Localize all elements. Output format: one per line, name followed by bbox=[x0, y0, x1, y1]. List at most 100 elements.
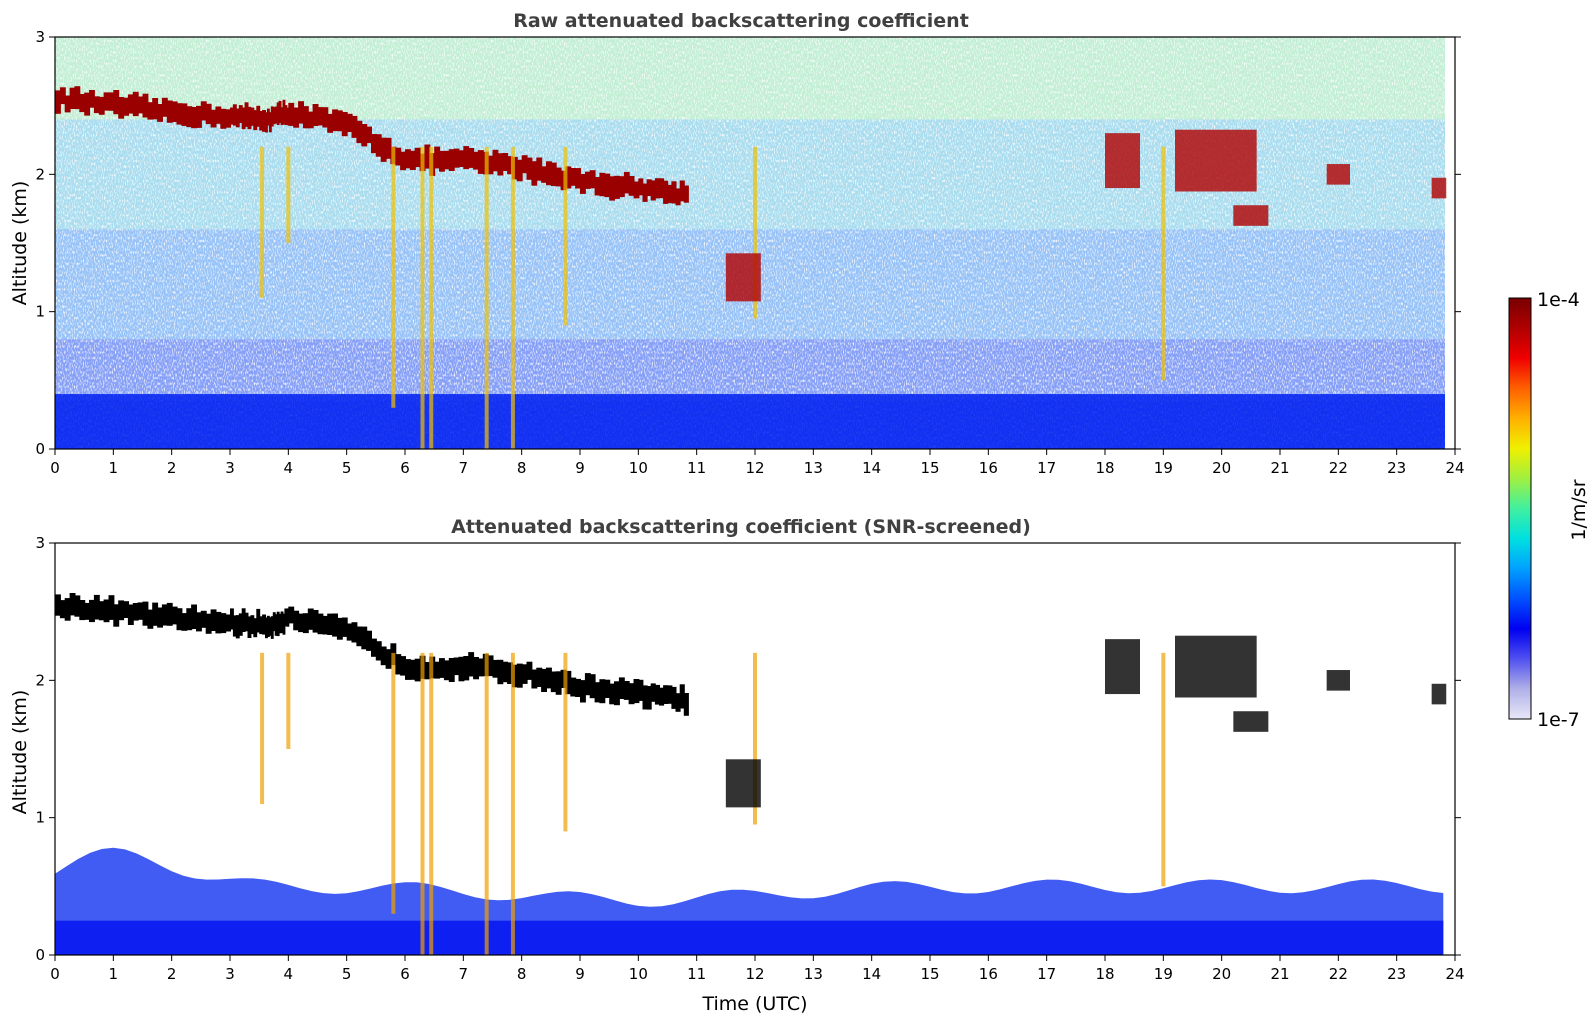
cloud-segment bbox=[541, 166, 547, 183]
cloud-segment bbox=[322, 107, 329, 128]
cloud-segment bbox=[225, 109, 231, 128]
cloud-segment bbox=[118, 600, 125, 621]
cloud-segment bbox=[272, 612, 276, 632]
cloud-patch bbox=[1105, 133, 1140, 189]
cloud-segment bbox=[142, 601, 149, 626]
cloud-segment bbox=[205, 103, 212, 125]
cloud-segment bbox=[235, 615, 240, 639]
boundary-layer-core bbox=[55, 920, 1444, 955]
cloud-segment bbox=[638, 679, 644, 701]
cloud-segment bbox=[282, 613, 286, 635]
cloud-segment bbox=[414, 658, 421, 682]
cloud-segment bbox=[278, 613, 282, 634]
cloud-segment bbox=[253, 110, 258, 131]
cloud-segment bbox=[262, 110, 266, 132]
precip-streak bbox=[260, 652, 265, 804]
cloud-segment bbox=[536, 667, 543, 687]
plot-area bbox=[55, 593, 1447, 955]
cloud-segment bbox=[580, 680, 586, 703]
cloud-patch bbox=[1326, 670, 1350, 691]
cloud-segment bbox=[516, 663, 523, 688]
cloud-segment bbox=[274, 614, 278, 636]
cloud-segment bbox=[667, 184, 673, 204]
cloud-segment bbox=[307, 111, 314, 129]
cloud-segment bbox=[584, 673, 591, 696]
cloud-segment bbox=[280, 611, 284, 633]
precip-streak bbox=[391, 652, 396, 914]
cloud-segment bbox=[336, 110, 343, 132]
cloud-segment bbox=[400, 656, 406, 676]
cloud-segment bbox=[642, 685, 648, 710]
x-tick-label: 8 bbox=[517, 459, 527, 477]
cloud-segment bbox=[152, 98, 159, 120]
cloud-segment bbox=[448, 658, 455, 682]
cloud-segment bbox=[103, 599, 110, 623]
cloud-patch bbox=[725, 253, 761, 302]
cloud-segment bbox=[473, 657, 479, 680]
colorbar: 1e-4 1e-7 1/m/sr bbox=[1508, 289, 1590, 731]
cloud-segment bbox=[302, 613, 309, 634]
x-tick-label: 5 bbox=[342, 459, 352, 477]
x-axis-label: Time (UTC) bbox=[701, 993, 807, 1015]
cloud-segment bbox=[59, 600, 66, 619]
x-tick-label: 2 bbox=[167, 965, 177, 983]
cloud-segment bbox=[366, 630, 372, 651]
cloud-segment bbox=[127, 604, 134, 625]
cloud-segment bbox=[298, 613, 304, 633]
cloud-segment bbox=[220, 613, 227, 634]
cloud-segment bbox=[235, 108, 240, 128]
cloud-segment bbox=[516, 159, 523, 182]
cloud-segment bbox=[521, 155, 528, 174]
x-tick-label: 18 bbox=[1095, 459, 1114, 477]
cloud-segment bbox=[93, 96, 100, 114]
cloud-segment bbox=[276, 102, 280, 125]
cloud-patch bbox=[1175, 129, 1257, 192]
cloud-segment bbox=[609, 176, 616, 201]
x-tick-label: 15 bbox=[920, 965, 939, 983]
cloud-segment bbox=[286, 107, 290, 126]
cloud-segment bbox=[230, 608, 234, 630]
cloud-segment bbox=[84, 92, 91, 116]
cloud-segment bbox=[238, 105, 243, 123]
cloud-segment bbox=[89, 599, 95, 623]
x-tick-label: 11 bbox=[687, 459, 706, 477]
x-tick-label: 5 bbox=[342, 965, 352, 983]
cloud-segment bbox=[127, 94, 134, 114]
cloud-segment bbox=[322, 615, 329, 635]
cloud-segment bbox=[663, 685, 669, 704]
cloud-segment bbox=[259, 111, 264, 131]
cloud-segment bbox=[147, 609, 154, 629]
cloud-segment bbox=[284, 105, 288, 125]
cloud-segment bbox=[675, 188, 681, 206]
cloud-segment bbox=[118, 97, 125, 119]
cloud-segment bbox=[580, 174, 586, 194]
x-tick-label: 7 bbox=[459, 965, 469, 983]
y-axis: 0 1 2 3 bbox=[35, 534, 1461, 964]
cloud-segment bbox=[69, 87, 76, 109]
cloud-segment bbox=[152, 602, 159, 626]
x-tick-label: 13 bbox=[804, 459, 823, 477]
cloud-segment bbox=[654, 178, 660, 199]
cloud-segment bbox=[247, 616, 252, 638]
cloud-segment bbox=[293, 610, 300, 631]
cloud-segment bbox=[671, 181, 677, 204]
cloud-segment bbox=[623, 681, 630, 700]
precip-streak bbox=[484, 146, 489, 449]
cloud-segment bbox=[565, 166, 572, 189]
cloud-segment bbox=[667, 685, 673, 704]
cloud-segment bbox=[161, 604, 168, 626]
cloud-segment bbox=[400, 151, 406, 171]
cloud-segment bbox=[633, 679, 640, 704]
cloud-segment bbox=[108, 595, 115, 620]
precip-streak bbox=[391, 146, 396, 408]
x-tick-label: 21 bbox=[1270, 459, 1289, 477]
cloud-segment bbox=[274, 106, 278, 124]
cloud-segment bbox=[502, 153, 509, 171]
cloud-segment bbox=[663, 180, 669, 204]
cloud-segment bbox=[385, 137, 392, 159]
cloud-segment bbox=[453, 148, 460, 168]
cloud-segment bbox=[507, 156, 513, 175]
cloud-segment bbox=[270, 616, 274, 639]
cloud-segment bbox=[232, 104, 237, 126]
chart-title: Attenuated backscattering coefficient (S… bbox=[451, 516, 1031, 538]
